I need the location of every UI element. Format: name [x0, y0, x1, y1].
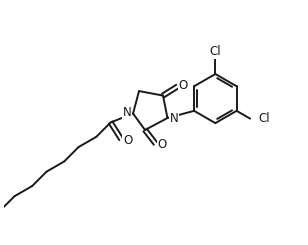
- Text: N: N: [170, 112, 178, 125]
- Text: O: O: [157, 138, 167, 151]
- Text: O: O: [123, 134, 132, 147]
- Text: N: N: [123, 106, 132, 119]
- Text: Cl: Cl: [258, 112, 270, 125]
- Text: Cl: Cl: [209, 45, 221, 58]
- Text: O: O: [179, 79, 188, 92]
